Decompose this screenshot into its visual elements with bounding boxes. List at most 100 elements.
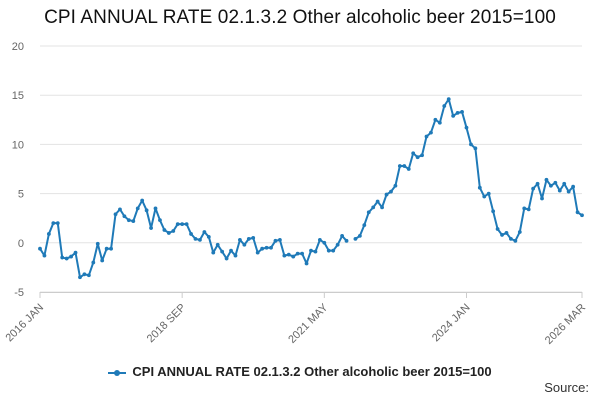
data-point[interactable] — [357, 234, 362, 238]
data-point[interactable] — [446, 97, 451, 102]
data-point[interactable] — [535, 181, 540, 186]
data-point[interactable] — [180, 222, 185, 227]
data-point[interactable] — [500, 233, 504, 237]
data-point[interactable] — [340, 234, 344, 238]
data-point[interactable] — [389, 189, 393, 194]
data-point[interactable] — [402, 164, 407, 168]
data-point[interactable] — [300, 251, 305, 256]
data-point[interactable] — [420, 153, 424, 158]
data-point[interactable] — [118, 207, 122, 212]
data-point[interactable] — [175, 222, 180, 227]
data-point[interactable] — [455, 111, 460, 115]
data-point[interactable] — [198, 237, 202, 242]
data-point[interactable] — [366, 210, 371, 215]
data-point[interactable] — [393, 183, 398, 188]
data-point[interactable] — [517, 230, 522, 234]
data-point[interactable] — [255, 250, 260, 255]
data-point[interactable] — [135, 206, 140, 211]
data-point[interactable] — [295, 251, 300, 256]
data-point[interactable] — [109, 246, 113, 251]
data-point[interactable] — [482, 194, 487, 199]
data-point[interactable] — [477, 185, 482, 190]
data-point[interactable] — [166, 231, 171, 235]
data-point[interactable] — [380, 205, 384, 210]
data-point[interactable] — [104, 246, 109, 251]
data-point[interactable] — [171, 229, 176, 233]
data-point[interactable] — [122, 214, 127, 219]
data-point[interactable] — [451, 113, 456, 118]
legend[interactable]: CPI ANNUAL RATE 02.1.3.2 Other alcoholic… — [0, 363, 600, 381]
data-point[interactable] — [55, 221, 60, 226]
data-point[interactable] — [149, 226, 153, 230]
data-point[interactable] — [140, 198, 145, 203]
data-point[interactable] — [153, 206, 158, 211]
data-point[interactable] — [309, 248, 313, 253]
data-point[interactable] — [242, 242, 247, 247]
data-point[interactable] — [193, 236, 198, 241]
data-point[interactable] — [495, 227, 500, 231]
data-point[interactable] — [549, 183, 553, 188]
data-point[interactable] — [282, 253, 287, 258]
data-point[interactable] — [211, 250, 216, 255]
data-point[interactable] — [531, 186, 536, 191]
data-point[interactable] — [331, 248, 336, 253]
data-point[interactable] — [215, 242, 220, 247]
data-point[interactable] — [38, 246, 42, 251]
data-point[interactable] — [260, 246, 265, 251]
data-point[interactable] — [371, 205, 376, 210]
data-point[interactable] — [429, 130, 433, 135]
data-point[interactable] — [264, 245, 269, 250]
data-point[interactable] — [313, 249, 318, 254]
data-point[interactable] — [566, 189, 571, 194]
data-point[interactable] — [251, 235, 256, 240]
data-point[interactable] — [504, 231, 509, 235]
data-point[interactable] — [60, 255, 65, 260]
data-point[interactable] — [113, 212, 118, 217]
data-point[interactable] — [78, 275, 82, 280]
data-point[interactable] — [91, 260, 96, 265]
data-point[interactable] — [406, 167, 411, 171]
data-point[interactable] — [442, 104, 447, 108]
data-point[interactable] — [82, 272, 87, 277]
data-point[interactable] — [229, 248, 233, 253]
data-point[interactable] — [64, 256, 69, 261]
data-point[interactable] — [397, 164, 402, 168]
data-point[interactable] — [513, 238, 518, 243]
data-point[interactable] — [384, 192, 389, 197]
data-point[interactable] — [42, 253, 47, 258]
data-point[interactable] — [73, 250, 78, 255]
data-point[interactable] — [273, 238, 278, 243]
data-point[interactable] — [415, 155, 420, 160]
data-point[interactable] — [473, 146, 478, 151]
data-point[interactable] — [509, 236, 513, 241]
data-point[interactable] — [464, 125, 469, 130]
data-point[interactable] — [433, 117, 438, 122]
data-point[interactable] — [278, 237, 282, 242]
data-point[interactable] — [131, 219, 136, 224]
data-point[interactable] — [562, 181, 567, 186]
data-point[interactable] — [469, 142, 473, 147]
data-point[interactable] — [184, 222, 189, 227]
data-point[interactable] — [491, 209, 496, 214]
data-point[interactable] — [100, 258, 105, 263]
data-point[interactable] — [375, 199, 380, 204]
data-point[interactable] — [304, 261, 309, 266]
data-point[interactable] — [322, 240, 327, 245]
data-point[interactable] — [269, 245, 273, 250]
data-point[interactable] — [486, 191, 491, 196]
data-point[interactable] — [571, 184, 576, 189]
data-point[interactable] — [540, 196, 544, 201]
data-point[interactable] — [522, 206, 527, 211]
data-point[interactable] — [189, 232, 193, 236]
data-point[interactable] — [317, 237, 322, 242]
data-point[interactable] — [557, 188, 562, 193]
data-point[interactable] — [158, 218, 162, 223]
data-point[interactable] — [424, 134, 429, 139]
data-point[interactable] — [224, 256, 229, 261]
data-point[interactable] — [286, 252, 291, 257]
data-point[interactable] — [344, 238, 349, 243]
data-point[interactable] — [326, 248, 331, 253]
data-point[interactable] — [126, 218, 131, 223]
data-point[interactable] — [162, 228, 167, 232]
data-point[interactable] — [553, 180, 558, 185]
